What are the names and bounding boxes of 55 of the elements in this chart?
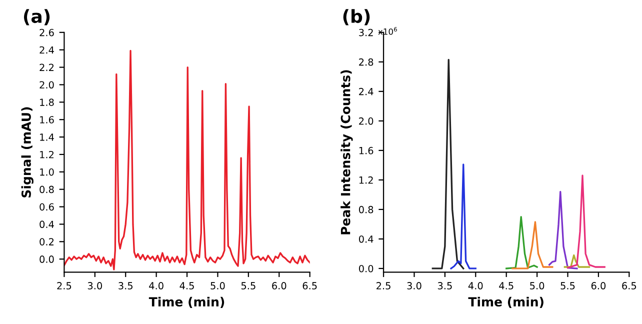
x-tick-label: 4.5 xyxy=(180,282,194,290)
y-tick-label: 2.0 xyxy=(359,117,374,125)
x-tick-label: 6.0 xyxy=(272,282,286,290)
y-tick-label: 1.2 xyxy=(359,176,373,184)
x-tick-label: 5.0 xyxy=(210,282,225,290)
x-tick-label: 3.0 xyxy=(407,282,422,290)
x-tick-label: 6.5 xyxy=(622,282,636,290)
line-series xyxy=(432,58,464,270)
y-tick-label: 1.6 xyxy=(40,116,54,124)
y-tick-label: 1.2 xyxy=(40,150,54,158)
annotation: x10$^{6}$ xyxy=(378,27,397,35)
y-tick-label: 2.8 xyxy=(359,58,374,66)
x-tick-label: 4.0 xyxy=(468,282,483,290)
x-tick-label: 2.5 xyxy=(57,282,72,290)
line-series xyxy=(512,221,554,270)
y-tick-label: 0.4 xyxy=(40,220,54,228)
line-series xyxy=(450,164,476,270)
y-tick-label: 1.8 xyxy=(40,98,54,106)
y-tick-label: 2.6 xyxy=(40,28,54,36)
chart-title: (a) xyxy=(24,9,50,26)
x-tick-label: 2.5 xyxy=(376,282,390,290)
y-tick-label: 0.8 xyxy=(40,186,54,194)
x-tick-label: 3.5 xyxy=(118,282,132,290)
y-tick-label: 2.4 xyxy=(40,46,54,54)
y-tick-label: 0.0 xyxy=(40,256,54,263)
y-tick-label: 3.2 xyxy=(359,28,373,36)
y-tick-label: 0.2 xyxy=(40,238,54,246)
y-tick-label: 1.6 xyxy=(359,146,374,154)
y-tick-label: 0.0 xyxy=(358,264,374,272)
x-axis-title: Time (min) xyxy=(468,296,544,308)
line-series xyxy=(64,50,310,270)
x-tick-label: 3.5 xyxy=(438,282,452,290)
y-axis-title: Signal (mAU) xyxy=(21,107,34,198)
x-tick-label: 6.0 xyxy=(591,282,606,290)
x-tick-label: 3.0 xyxy=(88,282,102,290)
x-tick-label: 5.5 xyxy=(560,282,575,290)
x-tick-label: 4.0 xyxy=(149,282,164,290)
line-series xyxy=(548,190,578,270)
y-tick-label: 0.4 xyxy=(358,235,374,243)
y-tick-label: 2.2 xyxy=(40,64,54,71)
x-tick-label: 5.0 xyxy=(530,282,544,290)
y-tick-label: 0.8 xyxy=(358,206,374,214)
x-tick-label: 6.5 xyxy=(302,282,317,290)
x-tick-label: 4.5 xyxy=(499,282,514,290)
line-series xyxy=(506,216,538,270)
chart-title: (b) xyxy=(343,9,370,26)
line-series xyxy=(566,174,606,269)
y-tick-label: 2.4 xyxy=(359,88,374,96)
y-axis-title: Peak Intensity (Counts) xyxy=(340,70,353,234)
x-tick-label: 5.5 xyxy=(241,282,256,290)
y-tick-label: 2.0 xyxy=(40,81,54,89)
y-tick-label: 1.0 xyxy=(40,168,54,176)
x-axis-title: Time (min) xyxy=(148,296,224,308)
y-tick-label: 0.6 xyxy=(40,203,54,211)
y-tick-label: 1.4 xyxy=(40,134,54,141)
